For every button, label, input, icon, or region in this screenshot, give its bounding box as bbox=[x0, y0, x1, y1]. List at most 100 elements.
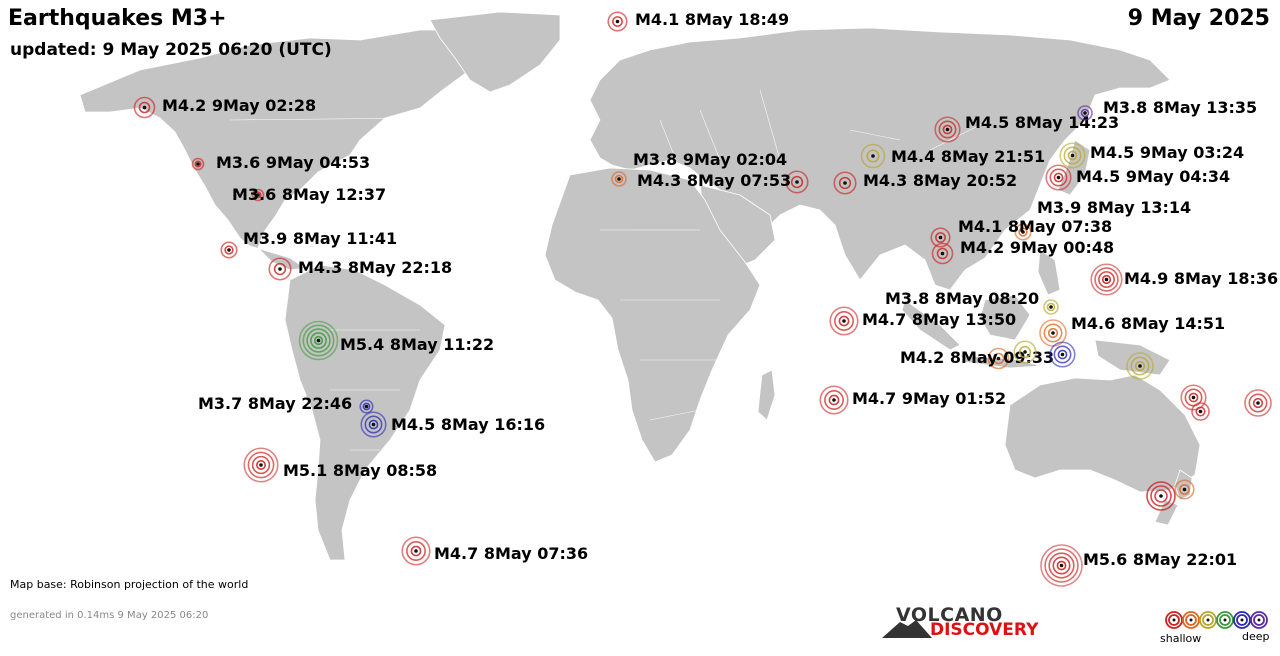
depth-legend: shallow deep bbox=[1160, 608, 1270, 648]
quake-rings-icon bbox=[987, 347, 1009, 369]
volcano-discovery-logo[interactable]: VOLCANO DISCOVERY bbox=[882, 604, 1042, 644]
quake-rings-icon bbox=[785, 170, 809, 194]
africa-land bbox=[544, 167, 761, 463]
legend-ring bbox=[1253, 614, 1265, 626]
quake-label: M3.7 8May 22:46 bbox=[198, 394, 353, 413]
philippines-land bbox=[1037, 249, 1061, 296]
quake-rings-icon bbox=[298, 320, 338, 360]
quake-label: M4.7 8May 13:50 bbox=[862, 310, 1017, 329]
country-borders bbox=[229, 89, 991, 451]
legend-ring bbox=[1233, 611, 1251, 629]
quake-label: M5.4 8May 11:22 bbox=[340, 335, 495, 354]
quake-rings-icon bbox=[1048, 340, 1076, 368]
java-land bbox=[959, 354, 1041, 369]
quake-rings-icon bbox=[829, 306, 859, 336]
quake-rings-icon bbox=[931, 242, 953, 264]
quake-rings-icon bbox=[1179, 383, 1207, 411]
quake-rings-icon bbox=[1173, 478, 1195, 500]
legend-deep-label: deep bbox=[1242, 630, 1270, 643]
quake-label: M4.1 8May 07:38 bbox=[958, 217, 1113, 236]
quake-rings-icon bbox=[1039, 543, 1083, 587]
quake-rings-icon bbox=[251, 188, 265, 202]
quake-label: M3.6 9May 04:53 bbox=[216, 153, 371, 172]
legend-ring bbox=[1202, 614, 1214, 626]
quake-rings-icon bbox=[1146, 481, 1176, 511]
legend-ring bbox=[1168, 614, 1180, 626]
legend-ring bbox=[1236, 614, 1248, 626]
quake-rings-icon bbox=[1089, 262, 1123, 296]
quake-rings-icon bbox=[191, 157, 205, 171]
quake-rings-icon bbox=[243, 447, 279, 483]
logo-text-volcano: VOLCANO bbox=[896, 604, 1003, 626]
quake-label: M4.5 8May 14:23 bbox=[965, 113, 1120, 132]
quake-label: M4.2 8May 09:33 bbox=[900, 348, 1055, 367]
quake-label: M3.8 9May 02:04 bbox=[633, 150, 788, 169]
legend-ring bbox=[1185, 614, 1197, 626]
new-guinea-land bbox=[1094, 339, 1171, 376]
legend-ring bbox=[1219, 614, 1231, 626]
legend-ring bbox=[1165, 611, 1183, 629]
quake-rings-icon bbox=[359, 410, 387, 438]
quake-label: M4.3 8May 22:18 bbox=[298, 258, 453, 277]
quake-label: M4.1 8May 18:49 bbox=[635, 10, 790, 29]
quake-label: M4.6 8May 14:51 bbox=[1071, 314, 1226, 333]
quake-label: M4.7 9May 01:52 bbox=[852, 389, 1007, 408]
quake-rings-icon bbox=[220, 241, 238, 259]
quake-label: M3.8 8May 13:35 bbox=[1103, 98, 1258, 117]
map-base-note: Map base: Robinson projection of the wor… bbox=[10, 578, 249, 591]
quake-rings-icon bbox=[1077, 105, 1093, 121]
quake-rings-icon bbox=[401, 536, 431, 566]
quake-label: M4.7 8May 07:36 bbox=[434, 544, 589, 563]
quake-rings-icon bbox=[606, 10, 628, 32]
madagascar-land bbox=[757, 369, 776, 421]
quake-label: M4.3 8May 07:53 bbox=[637, 171, 792, 190]
quake-rings-icon bbox=[1014, 223, 1032, 241]
quake-label: M3.8 8May 08:20 bbox=[885, 289, 1040, 308]
quake-rings-icon bbox=[1126, 352, 1154, 380]
quake-rings-icon bbox=[1039, 319, 1067, 347]
quake-label: M4.2 9May 02:28 bbox=[162, 96, 317, 115]
quake-label: M4.5 9May 03:24 bbox=[1090, 143, 1245, 162]
quake-label: M5.1 8May 08:58 bbox=[283, 461, 438, 480]
depth-legend-rings bbox=[1165, 611, 1268, 629]
quake-rings-icon bbox=[929, 226, 951, 248]
legend-ring bbox=[1182, 611, 1200, 629]
quake-label: M4.5 9May 04:34 bbox=[1076, 167, 1231, 186]
quake-rings-icon bbox=[933, 115, 961, 143]
greenland-land bbox=[429, 11, 561, 93]
quake-label: M4.4 8May 21:51 bbox=[891, 147, 1046, 166]
quake-rings-icon bbox=[1043, 299, 1059, 315]
quake-label: M4.9 8May 18:36 bbox=[1124, 269, 1279, 288]
australia-land bbox=[1004, 374, 1201, 493]
legend-shallow-label: shallow bbox=[1160, 632, 1202, 645]
borneo-land bbox=[979, 294, 1031, 341]
volcano-icon bbox=[882, 620, 932, 638]
quake-rings-icon bbox=[1013, 340, 1037, 364]
quake-label: M3.6 8May 12:37 bbox=[232, 185, 387, 204]
quake-rings-icon bbox=[819, 385, 849, 415]
quake-rings-icon bbox=[1244, 389, 1272, 417]
quake-rings-icon bbox=[1058, 141, 1086, 169]
updated-timestamp: updated: 9 May 2025 06:20 (UTC) bbox=[10, 40, 332, 60]
legend-ring bbox=[1199, 611, 1217, 629]
quake-label: M3.9 8May 11:41 bbox=[243, 229, 398, 248]
legend-ring bbox=[1216, 611, 1234, 629]
generated-note: generated in 0.14ms 9 May 2025 06:20 bbox=[10, 610, 209, 621]
map-date: 9 May 2025 bbox=[1127, 6, 1270, 31]
map-title: Earthquakes M3+ bbox=[8, 6, 227, 31]
quake-rings-icon bbox=[833, 171, 857, 195]
quake-rings-icon bbox=[860, 143, 886, 169]
logo-text-discovery: DISCOVERY bbox=[930, 620, 1039, 640]
quake-label: M3.9 8May 13:14 bbox=[1037, 198, 1192, 217]
quake-label: M4.5 8May 16:16 bbox=[391, 415, 546, 434]
quake-label: M5.6 8May 22:01 bbox=[1083, 550, 1238, 569]
quake-rings-icon bbox=[1044, 163, 1072, 191]
quake-rings-icon bbox=[611, 171, 627, 187]
quake-label: M4.2 9May 00:48 bbox=[960, 238, 1115, 257]
legend-ring bbox=[1250, 611, 1268, 629]
quake-rings-icon bbox=[133, 96, 155, 118]
quake-label: M4.3 8May 20:52 bbox=[863, 171, 1018, 190]
quake-rings-icon bbox=[268, 257, 292, 281]
sumatra-land bbox=[901, 299, 961, 351]
quake-rings-icon bbox=[358, 398, 374, 414]
